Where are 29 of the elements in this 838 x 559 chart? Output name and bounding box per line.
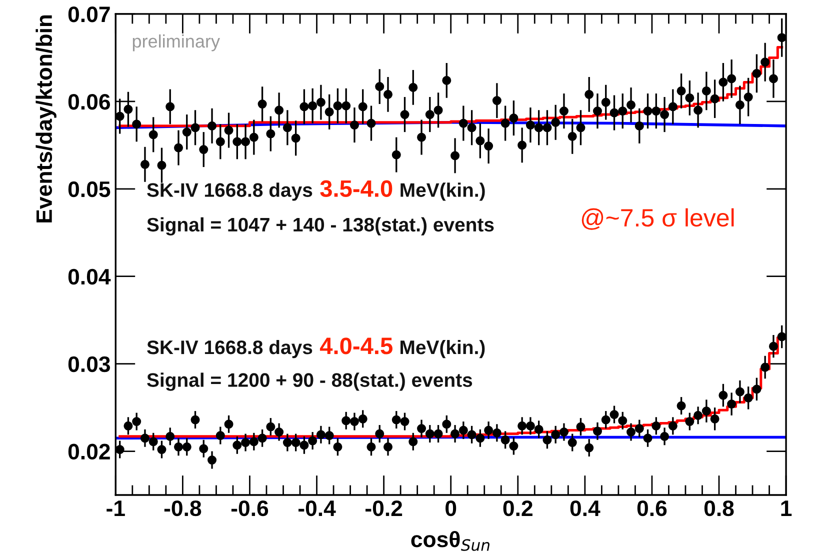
x-tick-label: 0.4 (570, 500, 600, 516)
x-tick-label: -0.6 (231, 500, 268, 516)
annotation: SK-IV 1668.8 days (147, 182, 312, 201)
annotation: 3.5-4.0 (320, 180, 392, 198)
y-tick-label: 0.06 (68, 94, 110, 110)
x-tick-label: 0.6 (637, 500, 667, 516)
y-tick-label: 0.05 (68, 181, 110, 198)
annotation: preliminary (132, 34, 220, 52)
y-tick-label: 0.03 (68, 356, 110, 372)
annotation: 4.0-4.5 (320, 338, 392, 354)
x-tick-label: 0.8 (704, 500, 734, 516)
y-tick-label: 0.04 (68, 268, 111, 285)
y-axis-title: Events/day/kton/bin (36, 15, 56, 222)
annotation: SK-IV 1668.8 days (147, 340, 312, 358)
annotation: Signal = 1047 + 140 - 138(stat.) events (147, 217, 494, 236)
x-tick-label: 0 (446, 500, 456, 516)
x-tick-label: -0.4 (298, 500, 336, 516)
annotation: Signal = 1200 + 90 - 88(stat.) events (147, 372, 472, 391)
x-axis-title: cosθ$_{Sun}$ (411, 530, 490, 551)
annotation: @~7.5 σ level (582, 208, 734, 230)
annotation: MeV(kin.) (400, 340, 485, 358)
x-tick-label: -0.2 (366, 500, 402, 516)
x-tick-label: 0.2 (503, 500, 532, 516)
y-tick-label: 0.02 (68, 444, 110, 460)
x-tick-label: -0.8 (164, 500, 202, 516)
annotation: MeV(kin.) (400, 182, 485, 201)
x-tick-label: -1 (106, 500, 125, 516)
x-tick-label: 1 (781, 500, 792, 516)
y-tick-label: 0.07 (68, 6, 110, 22)
